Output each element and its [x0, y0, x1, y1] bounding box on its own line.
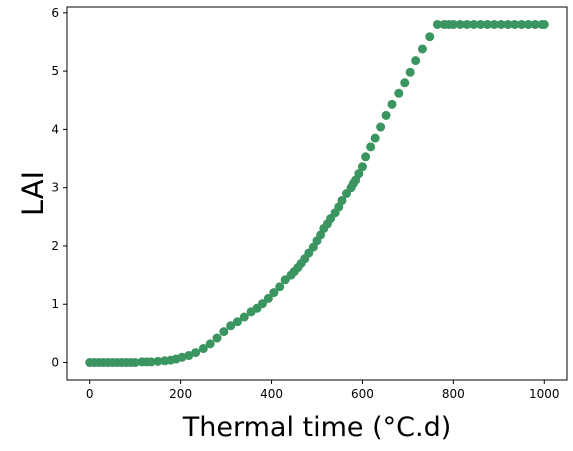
data-point [496, 19, 506, 29]
x-tick-label: 0 [86, 387, 94, 401]
data-point [370, 133, 380, 143]
data-point [376, 122, 386, 132]
data-point [482, 19, 492, 29]
data-point [489, 19, 499, 29]
data-point [269, 288, 279, 298]
data-point [205, 339, 215, 349]
data-point [530, 19, 540, 29]
data-point [381, 110, 391, 120]
data-point [455, 19, 465, 29]
data-point [130, 358, 140, 368]
x-tick-label: 800 [442, 387, 465, 401]
data-point [448, 19, 458, 29]
data-point [219, 327, 229, 337]
x-tick-label: 200 [169, 387, 192, 401]
data-point [191, 348, 201, 358]
data-point [366, 142, 376, 152]
data-point [177, 352, 187, 362]
x-axis-label: Thermal time (°C.d) [182, 412, 452, 443]
data-point [476, 19, 486, 29]
data-points [85, 19, 549, 368]
data-point [275, 282, 285, 292]
y-tick-label: 5 [51, 64, 59, 78]
y-axis-ticks: 0 1 2 3 4 5 6 [51, 6, 67, 370]
data-point [517, 19, 527, 29]
y-tick-label: 4 [51, 122, 59, 136]
data-point [425, 32, 435, 42]
data-point [400, 78, 410, 88]
data-point [387, 99, 397, 109]
y-tick-label: 3 [51, 181, 59, 195]
axes-frame [66, 6, 568, 381]
y-tick-label: 6 [51, 6, 59, 20]
data-point [503, 19, 513, 29]
data-point [539, 19, 549, 29]
data-point [510, 19, 520, 29]
data-point [239, 312, 249, 322]
data-point [394, 88, 404, 98]
data-point [337, 195, 347, 205]
data-point [232, 317, 242, 327]
data-point [432, 19, 442, 29]
y-tick-label: 2 [51, 239, 59, 253]
data-point [523, 19, 533, 29]
data-point [263, 293, 273, 303]
data-point [411, 56, 421, 66]
data-point [212, 333, 222, 343]
x-tick-label: 1000 [529, 387, 560, 401]
data-point [405, 67, 415, 77]
x-tick-label: 400 [260, 387, 283, 401]
data-point [417, 44, 427, 54]
data-point [361, 152, 371, 162]
data-point [184, 351, 194, 361]
data-point [354, 169, 364, 179]
data-point [226, 321, 236, 331]
x-tick-label: 600 [351, 387, 374, 401]
data-point [153, 356, 163, 366]
data-point [146, 357, 156, 367]
y-axis-label: LAI [16, 171, 50, 216]
data-point [357, 162, 367, 172]
x-axis-ticks: 0 200 400 600 800 1000 [86, 380, 560, 401]
y-tick-label: 0 [51, 356, 59, 370]
data-point [198, 344, 208, 354]
data-point [462, 19, 472, 29]
data-point [257, 299, 267, 309]
data-point [469, 19, 479, 29]
y-tick-label: 1 [51, 297, 59, 311]
